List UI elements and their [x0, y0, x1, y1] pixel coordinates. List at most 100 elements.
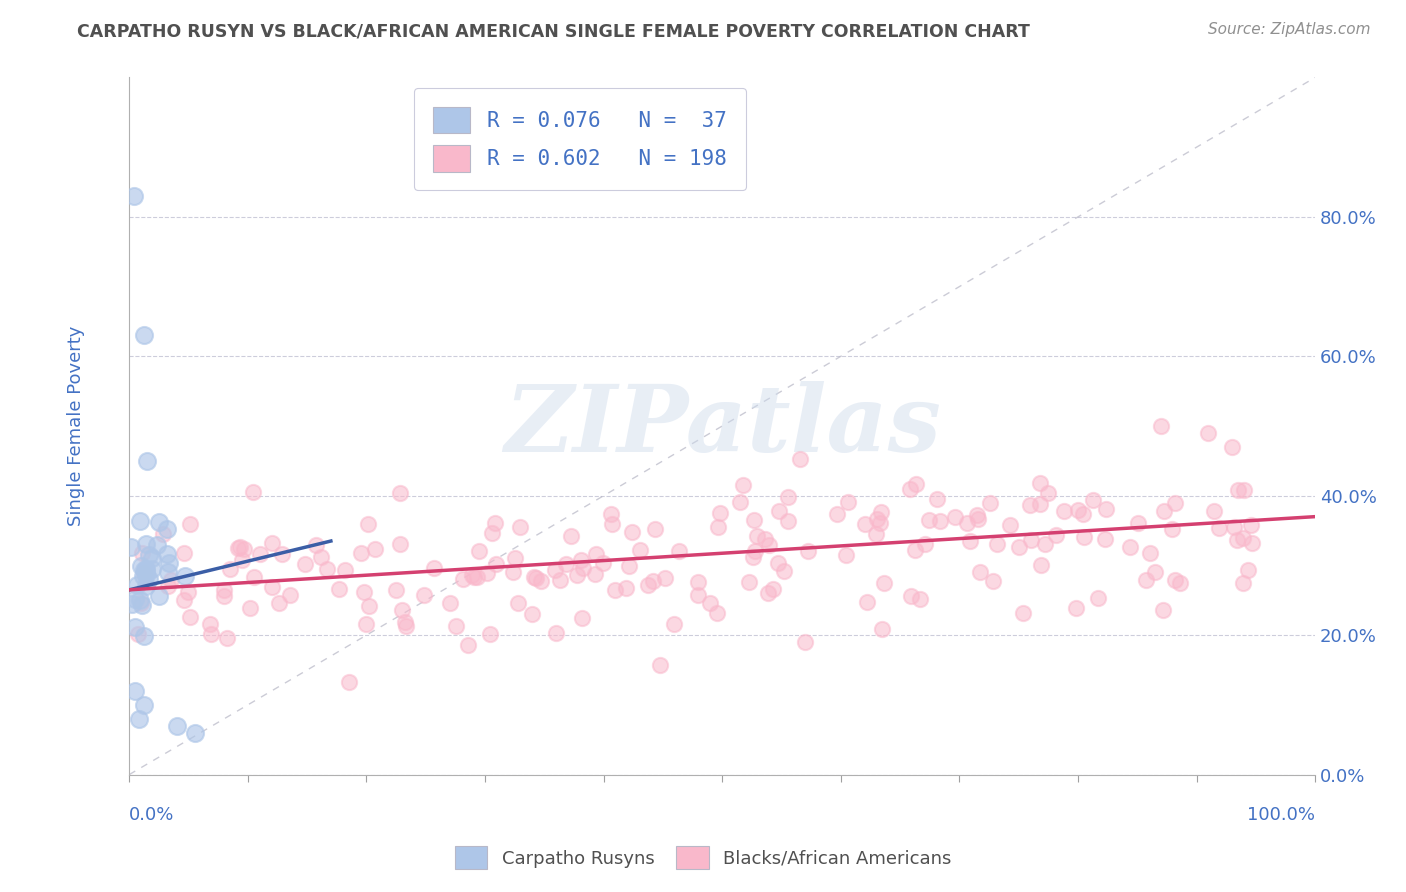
Point [900, 589, 922, 603]
Point [560, 529, 582, 543]
Point [522, 607, 544, 621]
Point [134, 629, 156, 643]
Point [156, 522, 179, 536]
Point [177, 584, 200, 599]
Point [121, 597, 143, 611]
Point [530, 574, 553, 589]
Point [141, 562, 163, 576]
Point [129, 514, 152, 528]
Point [1143, 566, 1166, 580]
Point [762, 582, 785, 596]
Point [900, 482, 922, 496]
Point [979, 495, 1001, 509]
Point [229, 540, 252, 554]
Point [986, 537, 1008, 551]
Point [269, 596, 291, 610]
Point [742, 513, 765, 527]
Point [745, 529, 768, 543]
Point [548, 573, 571, 587]
Point [503, 550, 526, 565]
Point [1232, 575, 1254, 590]
Point [544, 625, 567, 640]
Legend: Carpatho Rusyns, Blacks/African Americans: Carpatho Rusyns, Blacks/African American… [446, 838, 960, 879]
Point [1168, 576, 1191, 591]
Point [138, 572, 160, 586]
Point [908, 592, 931, 607]
Point [135, 579, 157, 593]
Point [156, 565, 179, 579]
Point [865, 512, 887, 526]
Point [354, 617, 377, 632]
Point [183, 725, 205, 739]
Point [1240, 536, 1263, 550]
Point [602, 516, 624, 531]
Point [758, 538, 780, 552]
Point [309, 549, 332, 564]
Point [648, 658, 671, 673]
Point [353, 585, 375, 599]
Point [125, 578, 148, 592]
Text: Source: ZipAtlas.com: Source: ZipAtlas.com [1208, 22, 1371, 37]
Point [1094, 502, 1116, 516]
Point [148, 515, 170, 529]
Point [1226, 533, 1249, 547]
Point [233, 542, 256, 557]
Point [959, 534, 981, 549]
Point [873, 576, 896, 591]
Point [555, 558, 578, 572]
Point [728, 495, 751, 509]
Text: 100.0%: 100.0% [1247, 806, 1315, 824]
Point [395, 618, 418, 632]
Point [131, 598, 153, 612]
Point [179, 610, 201, 624]
Point [131, 596, 153, 610]
Point [128, 712, 150, 726]
Point [1073, 530, 1095, 544]
Point [316, 561, 339, 575]
Point [157, 579, 180, 593]
Point [173, 546, 195, 560]
Point [1232, 531, 1254, 545]
Point [270, 547, 292, 561]
Point [156, 547, 179, 561]
Point [1208, 520, 1230, 534]
Point [1029, 558, 1052, 572]
Point [744, 544, 766, 558]
Point [350, 546, 373, 560]
Point [173, 593, 195, 607]
Point [776, 490, 799, 504]
Point [928, 514, 950, 528]
Point [699, 597, 721, 611]
Point [219, 562, 242, 576]
Point [869, 516, 891, 531]
Point [794, 635, 817, 649]
Point [485, 557, 508, 571]
Point [914, 536, 936, 550]
Point [1067, 503, 1090, 517]
Point [1081, 493, 1104, 508]
Point [1220, 440, 1243, 454]
Point [1226, 483, 1249, 497]
Point [475, 566, 498, 580]
Point [446, 618, 468, 632]
Point [1028, 497, 1050, 511]
Point [481, 525, 503, 540]
Point [927, 492, 949, 507]
Point [869, 505, 891, 519]
Point [1000, 518, 1022, 533]
Point [641, 574, 664, 588]
Point [231, 553, 253, 567]
Point [853, 517, 876, 532]
Point [778, 514, 800, 528]
Point [337, 675, 360, 690]
Point [364, 542, 387, 557]
Point [200, 627, 222, 641]
Point [1233, 483, 1256, 498]
Point [389, 537, 412, 551]
Point [439, 596, 461, 610]
Point [583, 566, 606, 581]
Point [943, 510, 966, 524]
Point [1029, 475, 1052, 490]
Point [585, 547, 607, 561]
Point [129, 559, 152, 574]
